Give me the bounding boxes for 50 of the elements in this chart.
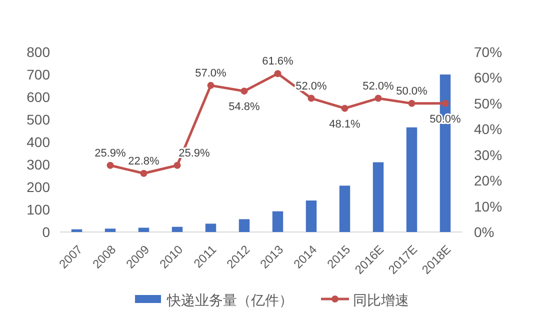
data-label: 61.6% [262,56,294,68]
point [106,162,114,169]
data-label: 57.0% [195,67,227,80]
data-label: 54.8% [228,101,260,114]
bar [138,228,150,232]
y-tick-label: 200 [26,179,50,195]
point [442,100,449,107]
point [308,94,315,102]
legend-label: 同比增速 [353,292,409,308]
legend-label: 快递业务量（亿件） [166,292,293,308]
bar [205,224,216,232]
y-tick-label: 100 [26,202,50,218]
point [174,162,181,169]
bar [272,211,284,232]
y2-tick-label: 20% [474,172,502,189]
y-tick-label: 300 [26,156,50,172]
y2-tick-label: 40% [474,121,502,138]
point [341,104,348,112]
bar [71,229,82,232]
bar [372,162,384,232]
bar [104,228,116,232]
bar [172,226,183,232]
bar [406,127,418,232]
point [240,88,248,95]
y-tick-label: 600 [26,89,50,105]
y2-tick-label: 10% [474,198,502,214]
data-label: 52.0% [362,80,394,92]
data-label: 50.0% [396,85,428,98]
bar [238,219,250,232]
y-tick-label: 0 [42,224,50,240]
data-label: 25.9% [94,147,126,160]
data-label: 52.0% [296,80,328,92]
y2-tick-label: 70% [474,44,502,60]
point [374,94,382,102]
point [140,170,148,177]
point [274,70,282,78]
point [207,82,214,89]
data-label: 22.8% [128,155,160,168]
bar [339,186,350,232]
y2-tick-label: 0% [474,224,494,240]
y-tick-label: 500 [26,112,50,128]
y2-tick-label: 30% [474,146,502,163]
y-tick-label: 800 [26,44,50,60]
y-tick-label: 400 [26,134,50,150]
bar [306,200,317,232]
y-tick-label: 700 [26,66,50,82]
y2-tick-label: 60% [474,70,502,86]
point [408,100,416,107]
data-label: 48.1% [329,118,361,130]
y2-tick-label: 50% [474,95,502,112]
